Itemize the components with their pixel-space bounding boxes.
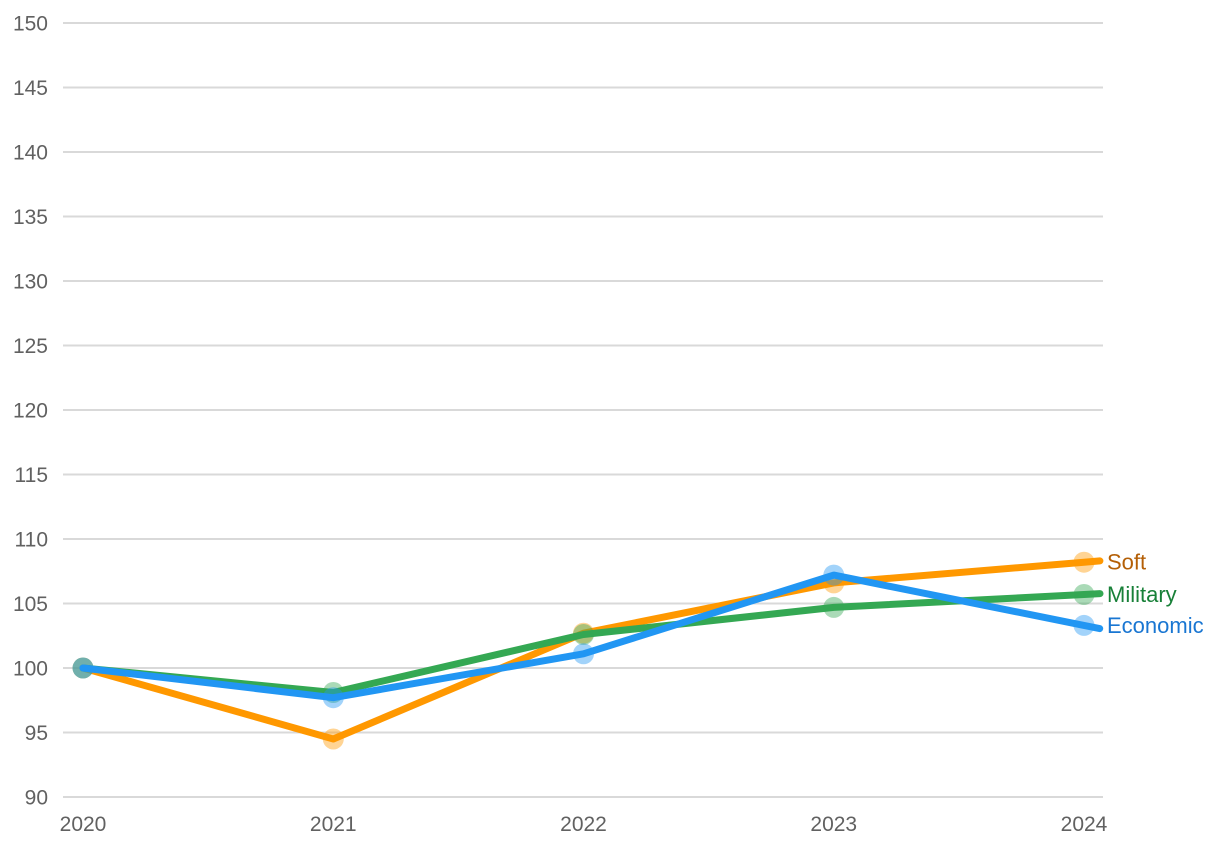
y-axis-tick-label: 145 — [13, 77, 48, 100]
series-label-soft[interactable]: Soft — [1107, 550, 1146, 575]
series-label-military[interactable]: Military — [1107, 582, 1177, 607]
data-point-economic-2020[interactable] — [72, 657, 94, 679]
y-axis-tick-label: 105 — [13, 593, 48, 616]
y-axis-tick-label: 135 — [13, 206, 48, 229]
x-axis-tick-label: 2023 — [810, 813, 857, 836]
data-point-economic-2024[interactable] — [1073, 614, 1095, 636]
y-axis-tick-label: 140 — [13, 142, 48, 165]
series-line-military[interactable] — [79, 590, 1104, 696]
y-axis-tick-label: 110 — [15, 529, 48, 552]
data-point-economic-2023[interactable] — [823, 564, 845, 586]
data-point-military-2023[interactable] — [823, 596, 845, 618]
y-axis-tick-label: 125 — [13, 335, 48, 358]
data-point-military-2022[interactable] — [573, 624, 594, 645]
series-label-economic[interactable]: Economic — [1107, 613, 1204, 638]
y-axis-tick-label: 100 — [13, 658, 48, 681]
y-axis-tick-label: 120 — [13, 400, 48, 423]
data-point-soft-2024[interactable] — [1073, 551, 1095, 573]
data-point-economic-2022[interactable] — [573, 643, 594, 665]
data-point-military-2024[interactable] — [1073, 584, 1095, 605]
x-axis-tick-label: 2022 — [560, 813, 607, 836]
data-point-economic-2021[interactable] — [322, 687, 344, 709]
series-line-soft[interactable] — [79, 557, 1104, 743]
y-axis-tick-label: 90 — [25, 787, 48, 810]
x-axis-tick-label: 2020 — [60, 813, 107, 836]
y-axis-tick-label: 115 — [15, 464, 48, 487]
series-line-economic[interactable] — [79, 571, 1104, 702]
y-axis-tick-label: 95 — [25, 722, 48, 745]
y-axis-tick-label: 150 — [13, 13, 48, 36]
data-point-soft-2021[interactable] — [322, 728, 344, 750]
x-axis-tick-label: 2021 — [310, 813, 357, 836]
y-axis-tick-label: 130 — [13, 271, 48, 294]
x-axis-tick-label: 2024 — [1061, 813, 1108, 836]
